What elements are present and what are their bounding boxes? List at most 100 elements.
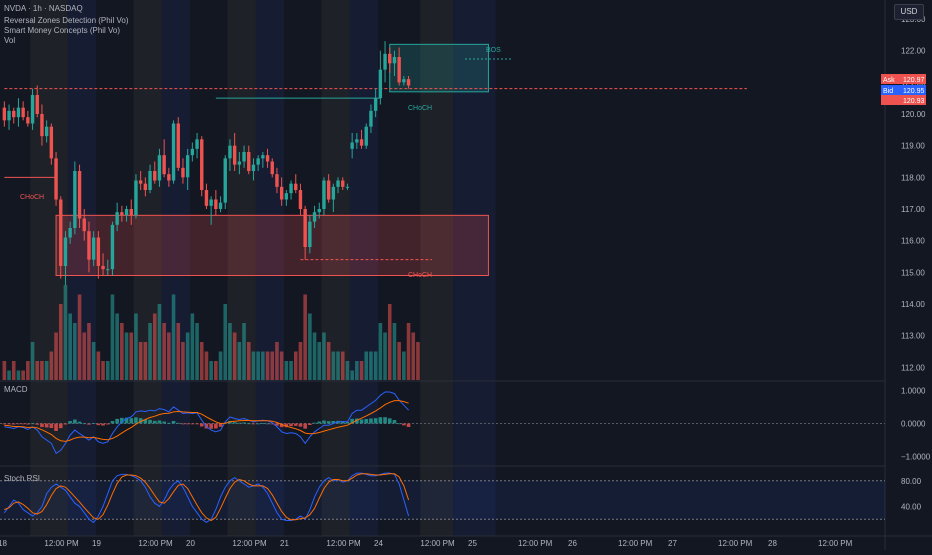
macd-histogram-bar (148, 419, 152, 424)
candle-body (96, 237, 101, 266)
candle-body (223, 158, 227, 203)
volume-bar (279, 351, 284, 380)
price-tick-label: 116.00 (901, 237, 925, 246)
volume-bar (77, 294, 82, 380)
volume-bar (317, 342, 322, 380)
macd-histogram-bar (176, 422, 181, 424)
price-tick-label: 122.00 (901, 47, 926, 56)
volume-bar (115, 313, 119, 380)
candle-body (232, 145, 237, 165)
quote-tag-bg (881, 95, 926, 105)
volume-bar (143, 342, 148, 380)
macd-histogram-bar (58, 423, 63, 429)
candle-body (26, 117, 30, 124)
volume-bar (298, 342, 303, 380)
indicator-legend-vol[interactable]: Vol (4, 36, 16, 45)
demand-zone (55, 214, 489, 276)
candle-body (406, 79, 411, 86)
candle-body (106, 269, 110, 271)
macd-histogram-bar (256, 423, 260, 425)
macd-histogram-bar (359, 419, 364, 424)
macd-histogram-bar (209, 423, 213, 429)
indicator-legend-smc[interactable]: Smart Money Concepts (Phil Vo) (4, 26, 121, 35)
macd-histogram-bar (91, 423, 96, 424)
macd-histogram-bar (289, 423, 293, 427)
volume-bar (293, 351, 298, 380)
volume-bar (355, 361, 359, 380)
price-tick-label: 118.00 (901, 173, 925, 182)
candle-body (355, 139, 359, 143)
volume-bar (284, 361, 289, 380)
volume-bar (350, 370, 354, 380)
time-tick-label: 12:00 PM (44, 539, 79, 548)
time-tick-label: 26 (568, 539, 577, 548)
candle-body (279, 186, 284, 200)
volume-bar (336, 351, 340, 380)
candle-body (176, 123, 180, 168)
macd-histogram-bar (214, 423, 218, 429)
candle-body (7, 110, 11, 121)
macd-histogram-bar (218, 423, 223, 427)
candle-body (171, 123, 176, 181)
candle-body (275, 174, 279, 187)
candle-body (322, 180, 326, 209)
candle-body (289, 183, 293, 194)
volume-bar (110, 294, 115, 380)
candle-body (30, 95, 35, 124)
macd-histogram-bar (350, 418, 354, 424)
candle-body (162, 155, 166, 175)
candle-body (261, 155, 265, 159)
macd-histogram-bar (312, 422, 317, 424)
time-tick-label: 18 (0, 539, 7, 548)
macd-histogram-bar (326, 421, 331, 424)
macd-histogram-bar (251, 423, 256, 425)
volume-bar (397, 342, 401, 380)
volume-bar (82, 332, 87, 380)
volume-bar (195, 323, 199, 380)
macd-histogram-bar (246, 423, 251, 425)
ask-price: 120.97 (903, 77, 925, 84)
time-tick-label: 27 (668, 539, 677, 548)
indicator-legend-reversal-zones[interactable]: Reversal Zones Detection (Phil Vo) (4, 16, 129, 25)
macd-histogram-bar (298, 423, 303, 427)
candle-body (49, 126, 54, 159)
session-stripe (255, 0, 284, 536)
time-tick-label: 25 (468, 539, 477, 548)
volume-bar (120, 323, 124, 380)
macd-histogram-bar (134, 417, 138, 424)
choch-zone-label: CHoCH (408, 272, 432, 279)
volume-bar (340, 351, 345, 380)
volume-bar (242, 323, 246, 380)
candle-body (369, 110, 373, 127)
volume-bar (49, 351, 54, 380)
volume-bar (383, 332, 387, 380)
macd-histogram-bar (77, 421, 82, 424)
candle-body (77, 171, 82, 219)
volume-bar (270, 351, 275, 380)
candle-body (143, 183, 148, 190)
stoch-tick-label: 40.00 (901, 502, 922, 511)
volume-bar (265, 351, 270, 380)
candle-body (2, 107, 7, 121)
macd-histogram-bar (293, 423, 298, 426)
macd-histogram-bar (279, 423, 284, 428)
volume-bar (2, 361, 7, 380)
volume-bar (232, 332, 237, 380)
macd-histogram-bar (190, 423, 195, 425)
macd-histogram-bar (171, 421, 176, 424)
volume-bar (373, 351, 378, 380)
volume-bar (26, 361, 30, 380)
candle-body (63, 237, 68, 266)
macd-histogram-bar (152, 420, 157, 424)
candle-body (373, 98, 378, 111)
currency-button[interactable]: USD (894, 4, 924, 20)
volume-bar (322, 332, 326, 380)
macd-histogram-bar (185, 423, 190, 425)
macd-histogram-bar (308, 423, 312, 425)
quote-tag-bg (881, 85, 926, 95)
candle-body (115, 212, 119, 225)
symbol-legend[interactable]: NVDA · 1h · NASDAQ (4, 4, 83, 13)
volume-bar (181, 342, 185, 380)
